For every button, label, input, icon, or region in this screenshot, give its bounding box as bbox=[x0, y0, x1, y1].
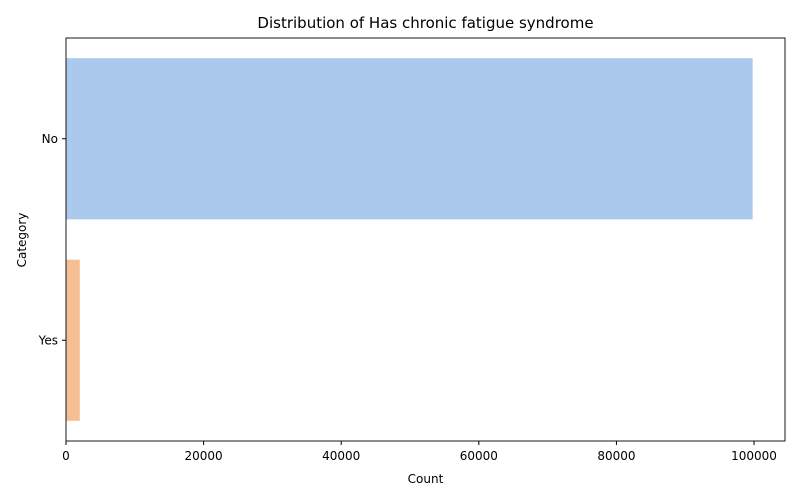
bar-yes bbox=[66, 259, 80, 421]
plot-frame bbox=[65, 37, 786, 442]
y-tick-label: No bbox=[42, 132, 58, 146]
x-tick-label: 20000 bbox=[185, 449, 223, 463]
x-tick-label: 40000 bbox=[322, 449, 360, 463]
y-axis-label: Category bbox=[15, 213, 29, 268]
y-tick-label: Yes bbox=[38, 333, 58, 347]
x-tick-label: 100000 bbox=[731, 449, 777, 463]
x-axis-label: Count bbox=[408, 472, 444, 486]
x-axis: 0 20000 40000 60000 80000 100000 bbox=[62, 441, 777, 463]
y-axis: No Yes bbox=[38, 132, 66, 347]
bar-no bbox=[66, 58, 753, 220]
x-tick-label: 60000 bbox=[460, 449, 498, 463]
bars-group bbox=[66, 58, 753, 421]
x-tick-label: 80000 bbox=[597, 449, 635, 463]
x-tick-label: 0 bbox=[62, 449, 70, 463]
chart-title: Distribution of Has chronic fatigue synd… bbox=[257, 14, 593, 32]
